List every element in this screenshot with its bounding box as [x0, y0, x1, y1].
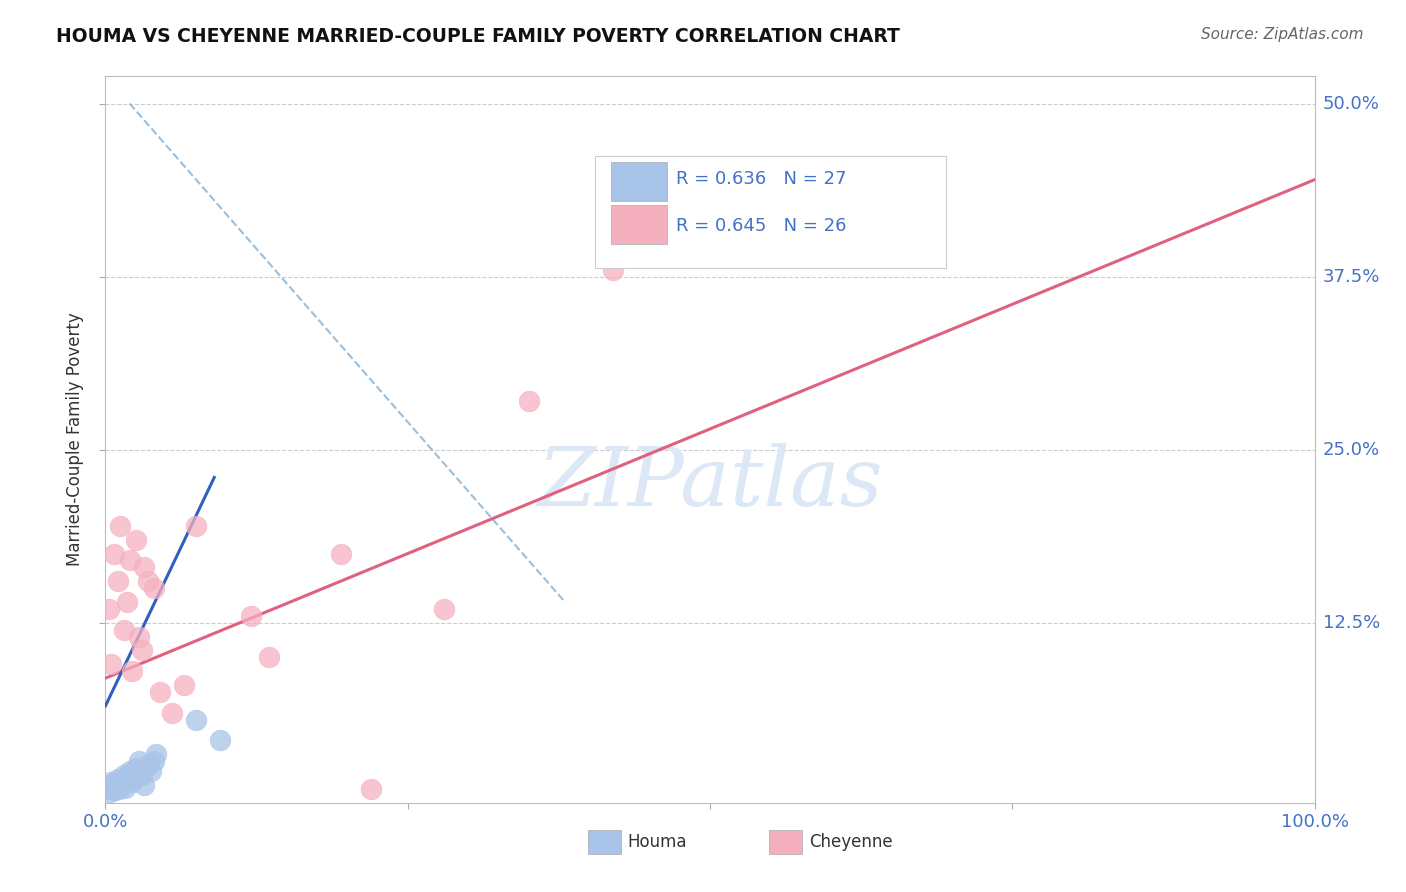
Point — [360, 781, 382, 796]
Point — [128, 630, 150, 644]
Point — [101, 780, 124, 795]
Point — [136, 574, 159, 589]
Point — [115, 595, 138, 609]
Point — [602, 262, 624, 277]
Point — [104, 783, 127, 797]
Point — [128, 754, 150, 768]
FancyBboxPatch shape — [588, 830, 620, 855]
Point — [108, 778, 131, 792]
Point — [145, 747, 167, 762]
Point — [209, 733, 232, 747]
Point — [131, 643, 153, 657]
Text: ZIPatlas: ZIPatlas — [537, 443, 883, 523]
Point — [100, 657, 122, 672]
Text: HOUMA VS CHEYENNE MARRIED-COUPLE FAMILY POVERTY CORRELATION CHART: HOUMA VS CHEYENNE MARRIED-COUPLE FAMILY … — [56, 27, 900, 45]
Point — [136, 758, 159, 772]
Point — [115, 772, 138, 787]
Point — [112, 768, 135, 782]
Text: 50.0%: 50.0% — [1323, 95, 1379, 112]
Point — [124, 533, 148, 547]
Text: Cheyenne: Cheyenne — [810, 833, 893, 851]
Point — [173, 678, 195, 692]
Point — [98, 785, 121, 799]
Text: 37.5%: 37.5% — [1323, 268, 1381, 285]
Point — [118, 764, 141, 778]
FancyBboxPatch shape — [769, 830, 801, 855]
Text: Houma: Houma — [628, 833, 688, 851]
Point — [97, 781, 120, 796]
Text: R = 0.636   N = 27: R = 0.636 N = 27 — [676, 170, 846, 188]
Point — [107, 781, 129, 796]
Point — [131, 768, 153, 782]
Point — [110, 775, 132, 789]
Point — [114, 780, 136, 795]
Point — [239, 608, 262, 623]
Point — [186, 713, 208, 727]
Point — [103, 779, 125, 793]
Point — [108, 519, 131, 533]
Point — [141, 764, 163, 778]
Point — [142, 754, 165, 768]
Point — [118, 553, 141, 567]
Point — [149, 685, 172, 699]
Point — [330, 547, 353, 561]
Text: Source: ZipAtlas.com: Source: ZipAtlas.com — [1201, 27, 1364, 42]
Text: 12.5%: 12.5% — [1323, 614, 1381, 632]
Point — [98, 778, 121, 792]
Y-axis label: Married-Couple Family Poverty: Married-Couple Family Poverty — [66, 312, 84, 566]
Point — [257, 650, 280, 665]
Point — [160, 706, 183, 720]
Point — [124, 761, 148, 775]
FancyBboxPatch shape — [610, 205, 666, 244]
Point — [134, 560, 156, 574]
Point — [186, 519, 208, 533]
Point — [121, 775, 143, 789]
Point — [103, 547, 125, 561]
Point — [100, 775, 122, 789]
Point — [105, 776, 128, 790]
Point — [433, 602, 456, 616]
Point — [142, 581, 165, 595]
Point — [107, 772, 129, 787]
Point — [112, 623, 135, 637]
FancyBboxPatch shape — [595, 156, 946, 268]
Point — [98, 602, 121, 616]
Text: R = 0.645   N = 26: R = 0.645 N = 26 — [676, 217, 846, 235]
Point — [121, 665, 143, 679]
Point — [517, 394, 540, 409]
Point — [107, 574, 129, 589]
FancyBboxPatch shape — [610, 161, 666, 201]
Point — [134, 778, 156, 792]
Text: 25.0%: 25.0% — [1323, 441, 1381, 458]
